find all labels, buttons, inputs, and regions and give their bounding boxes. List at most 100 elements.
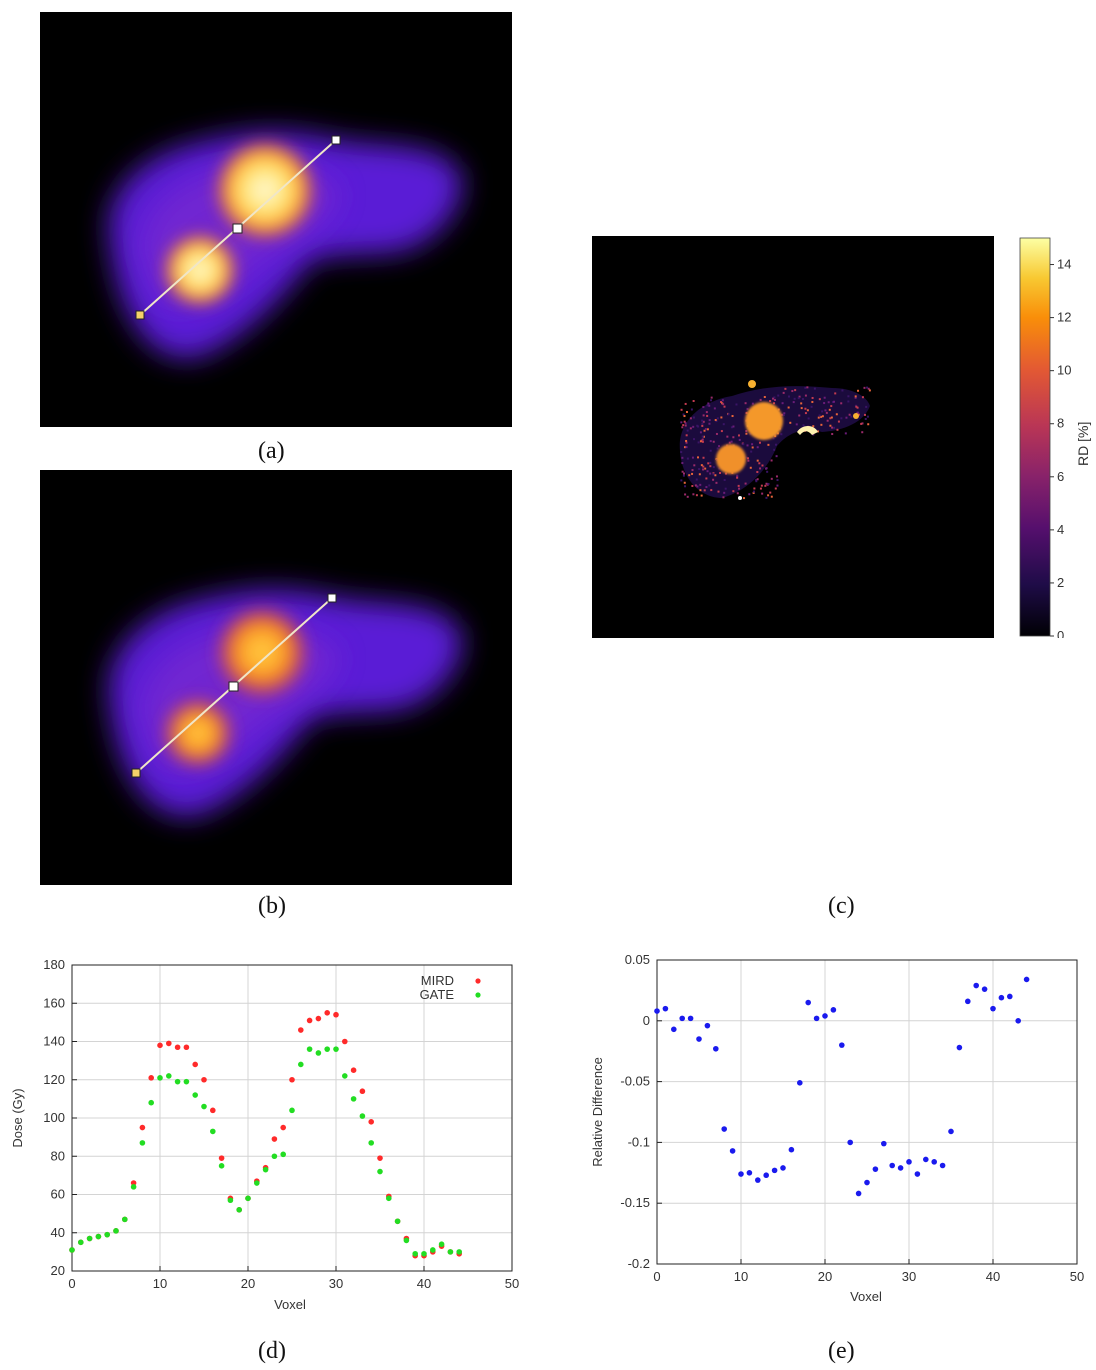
chart-e-point-series bbox=[788, 1146, 795, 1153]
profile-mid-handle-b[interactable] bbox=[228, 681, 239, 692]
chart-e-point-series bbox=[654, 1008, 660, 1014]
chart-d-point-gate bbox=[113, 1228, 119, 1234]
profile-start-handle-a[interactable] bbox=[135, 310, 145, 320]
chart-e-point-series bbox=[839, 1042, 845, 1048]
chart-e-point-series bbox=[1023, 976, 1030, 983]
chart-e-point-series bbox=[872, 1166, 879, 1172]
chart-e-point-series bbox=[923, 1156, 929, 1163]
chart-e-point-series bbox=[738, 1171, 744, 1177]
chart-d-point-gate bbox=[157, 1075, 163, 1081]
dose-profile-chart-svg: 0 10 20 30 40 50 20 40 60 80 100 120 140 160 180 MIRDG… bbox=[10, 957, 519, 1312]
dose-map-a bbox=[40, 12, 512, 427]
chart-d-point-mird bbox=[298, 1027, 304, 1033]
chart-e-point-series bbox=[914, 1171, 921, 1177]
rd-hotspot-small-c bbox=[716, 444, 746, 474]
chart-e-point-series bbox=[931, 1159, 937, 1165]
chart-e-xtick-label: 50 bbox=[1070, 1269, 1084, 1284]
chart-d-point-gate bbox=[218, 1163, 225, 1169]
profile-end-handle-b[interactable] bbox=[327, 593, 337, 603]
chart-e-point-series bbox=[755, 1177, 761, 1183]
chart-e-point-series bbox=[813, 1015, 820, 1022]
caption-a-label: (a) bbox=[258, 438, 285, 464]
chart-d-point-gate bbox=[148, 1099, 154, 1106]
rd-map-c-image bbox=[592, 236, 994, 638]
chart-e-point-series bbox=[847, 1139, 853, 1146]
chart-e-point-series bbox=[889, 1162, 895, 1169]
chart-d-point-mird bbox=[148, 1075, 154, 1081]
chart-d-point-mird bbox=[350, 1067, 357, 1073]
caption-c-label: (c) bbox=[828, 893, 855, 919]
colorbar-label: RD [%] bbox=[1075, 422, 1091, 466]
chart-d-xtick-label: 30 bbox=[329, 1276, 343, 1291]
chart-e-point-series bbox=[990, 1005, 996, 1012]
rd-hotspot-large-c bbox=[745, 402, 783, 440]
chart-d-xtick-label: 0 bbox=[68, 1276, 75, 1291]
chart-e-point-series bbox=[671, 1026, 677, 1033]
chart-e-point-series bbox=[998, 994, 1005, 1001]
chart-e-plot-frame bbox=[656, 959, 1078, 1265]
chart-d-point-mird bbox=[139, 1124, 146, 1131]
chart-d-ytick-label: 180 bbox=[43, 957, 65, 972]
chart-d-point-gate bbox=[139, 1140, 146, 1146]
chart-d-point-gate bbox=[69, 1247, 75, 1253]
chart-e-point-series bbox=[662, 1005, 669, 1012]
caption-d-label: (d) bbox=[258, 1338, 286, 1364]
chart-e-point-series bbox=[981, 986, 988, 992]
colorbar-tick-label: 14 bbox=[1057, 257, 1071, 272]
caption-e-label: (e) bbox=[828, 1338, 855, 1364]
chart-e-point-series bbox=[687, 1015, 694, 1022]
profile-end-handle-a[interactable] bbox=[331, 135, 341, 145]
chart-d-legend-label: GATE bbox=[420, 987, 455, 1002]
chart-d-point-mird bbox=[166, 1040, 172, 1047]
chart-e-xtick-label: 40 bbox=[986, 1269, 1000, 1284]
caption-c: (c) bbox=[828, 893, 855, 920]
chart-d-ytick-label: 20 bbox=[51, 1263, 65, 1278]
chart-d-point-mird bbox=[271, 1136, 278, 1142]
chart-e-tick-labels: 0 10 20 30 40 50 -0.2 -0.15 -0.1 -0.05 0 0.05 bbox=[620, 952, 1084, 1284]
caption-b-label: (b) bbox=[258, 893, 286, 919]
chart-d-ytick-label: 160 bbox=[43, 995, 65, 1010]
chart-e-points bbox=[654, 976, 1030, 1197]
chart-e-xlabel: Voxel bbox=[850, 1289, 882, 1304]
colorbar-tick-label: 2 bbox=[1057, 575, 1064, 590]
colorbar-tick-label: 0 bbox=[1057, 628, 1064, 638]
chart-d-legend-label: MIRD bbox=[421, 973, 454, 988]
chart-e-ylabel: Relative Difference bbox=[590, 1057, 605, 1167]
chart-d-point-mird bbox=[280, 1124, 287, 1131]
chart-d-points bbox=[69, 1010, 463, 1259]
rd-edge-hotspot-c bbox=[797, 426, 818, 435]
chart-e-point-series bbox=[881, 1140, 887, 1147]
chart-d-point-mird bbox=[157, 1042, 163, 1049]
chart-e-grid bbox=[656, 959, 1078, 1265]
chart-e-xtick-label: 10 bbox=[734, 1269, 748, 1284]
chart-e-point-series bbox=[830, 1007, 837, 1013]
colorbar-gradient bbox=[1019, 237, 1051, 637]
chart-d-legend-marker bbox=[475, 978, 481, 984]
chart-e-point-series bbox=[822, 1013, 828, 1019]
chart-e-xtick-label: 0 bbox=[653, 1269, 660, 1284]
colorbar: 0 2 4 6 8 10 12 14 RD [%] bbox=[1010, 236, 1096, 643]
chart-d-point-gate bbox=[95, 1233, 102, 1240]
chart-d-point-gate bbox=[130, 1184, 137, 1190]
hotspot-large-b bbox=[217, 607, 307, 697]
chart-e-ytick-label: 0 bbox=[643, 1013, 650, 1028]
chart-d-point-gate bbox=[201, 1103, 207, 1110]
dose-map-a-image bbox=[40, 12, 512, 427]
chart-d-point-gate bbox=[315, 1050, 322, 1056]
profile-start-handle-b[interactable] bbox=[131, 768, 141, 778]
chart-d-point-gate bbox=[368, 1140, 375, 1146]
chart-d-point-gate bbox=[174, 1078, 181, 1085]
chart-e-point-series bbox=[973, 982, 979, 989]
profile-mid-handle-a[interactable] bbox=[232, 223, 243, 234]
hotspot-large-a bbox=[213, 138, 317, 242]
chart-d-point-gate bbox=[377, 1168, 383, 1175]
chart-d-point-mird bbox=[359, 1088, 366, 1095]
chart-e-point-series bbox=[948, 1128, 954, 1135]
chart-d-point-mird bbox=[315, 1015, 322, 1022]
chart-d-point-gate bbox=[122, 1216, 128, 1223]
colorbar-tick-label: 4 bbox=[1057, 522, 1064, 537]
chart-d-point-gate bbox=[447, 1249, 454, 1255]
chart-d-point-gate bbox=[271, 1153, 278, 1160]
chart-e-point-series bbox=[855, 1190, 862, 1197]
